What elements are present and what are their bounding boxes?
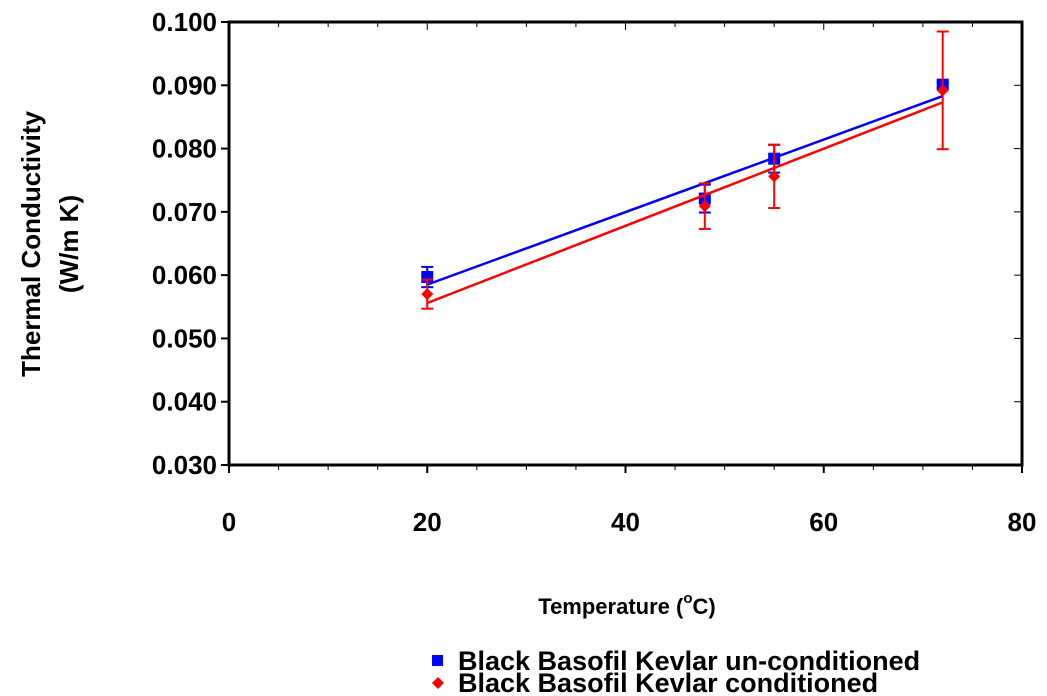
y-tick-label: 0.030 <box>152 450 217 480</box>
data-point <box>768 170 781 183</box>
y-axis-tick-labels: 0.030 0.040 0.050 0.060 0.070 0.080 0.090 0.100 <box>152 7 217 480</box>
y-tick-label: 0.040 <box>152 387 217 417</box>
y-tick-label: 0.080 <box>152 134 217 164</box>
x-tick-label: 80 <box>1008 507 1037 537</box>
y-tick-label: 0.100 <box>152 7 217 37</box>
x-axis-title-superscript: o <box>683 590 692 607</box>
legend-marker-conditioned <box>432 677 444 689</box>
x-axis-title-suffix: C) <box>693 594 716 619</box>
data-point <box>936 84 949 97</box>
y-axis-title-line2: (W/m K) <box>54 195 84 293</box>
legend-marker-unconditioned <box>432 655 443 666</box>
y-tick-label: 0.070 <box>152 197 217 227</box>
y-tick-label: 0.060 <box>152 260 217 290</box>
x-tick-label: 40 <box>611 507 640 537</box>
y-axis-ticks <box>221 21 1022 466</box>
x-axis-title-main: Temperature ( <box>538 594 684 619</box>
y-tick-label: 0.050 <box>152 323 217 353</box>
x-axis-tick-labels: 0 20 40 60 80 <box>222 507 1037 537</box>
trendline <box>426 94 944 286</box>
data-point <box>421 288 434 301</box>
legend: Black Basofil Kevlar un-conditioned Blac… <box>432 646 920 696</box>
y-tick-label: 0.090 <box>152 70 217 100</box>
plot-area-frame <box>227 20 1024 467</box>
x-tick-label: 20 <box>413 507 442 537</box>
x-tick-label: 0 <box>222 507 236 537</box>
series-layer <box>421 30 949 310</box>
data-point <box>698 200 711 213</box>
y-axis-title-line1: Thermal Conductivity <box>16 111 46 377</box>
x-tick-label: 60 <box>809 507 838 537</box>
series-unconditioned <box>421 78 949 289</box>
y-axis-title: Thermal Conductivity (W/m K) <box>16 111 84 377</box>
series-conditioned <box>421 30 949 310</box>
legend-label-unconditioned: Black Basofil Kevlar un-conditioned <box>458 646 920 676</box>
trendline <box>426 101 944 305</box>
x-axis-ticks <box>228 22 1023 473</box>
x-axis-title: Temperature (oC) <box>538 590 715 619</box>
legend-label-conditioned: Black Basofil Kevlar conditioned <box>458 668 878 696</box>
